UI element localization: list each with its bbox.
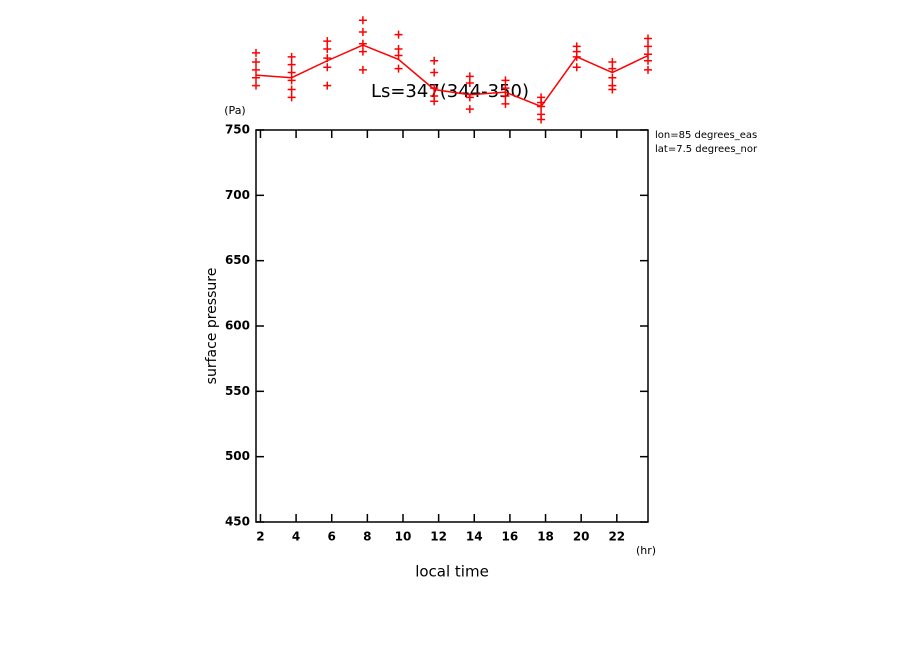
x-tick-label: 2 [256,530,264,544]
y-tick-label: 500 [225,449,250,463]
point [394,30,403,39]
point [252,48,260,57]
point [501,76,510,85]
point [644,56,652,65]
plot-frame [255,129,649,523]
x-tick-label: 20 [573,530,590,544]
annotation: lon=85 degrees_eas [655,130,757,141]
x-tick-label: 6 [328,530,336,544]
annotation: lat=7.5 degrees_nor [655,144,758,155]
point [644,42,652,51]
x-tick-label: 22 [608,530,625,544]
x-tick-label: 14 [466,530,483,544]
point [287,60,296,69]
point [287,93,296,102]
point [287,68,296,77]
y-tick-label: 700 [225,188,250,202]
point [608,85,617,94]
point [358,65,367,74]
point [358,47,367,56]
point [252,73,260,82]
point [252,65,260,74]
x-axis-label: local time [415,563,489,581]
y-axis-label: surface pressure [204,268,220,385]
x-tick-label: 8 [363,530,371,544]
x-tick-label: 4 [292,530,300,544]
point [501,92,510,101]
y-tick-label: 450 [225,515,250,529]
point [430,97,439,106]
point [501,84,510,93]
point [323,63,332,72]
x-tick-label: 18 [537,530,554,544]
point [358,28,367,36]
point [287,85,296,94]
y-tick-label: 550 [225,384,250,398]
point [644,34,652,43]
point [501,99,510,108]
y-tick-label: 600 [225,319,250,333]
point [323,44,332,53]
y-unit: (Pa) [224,104,245,117]
point [358,39,367,48]
point [465,105,474,114]
point [572,63,581,72]
line [255,44,649,108]
point [608,73,617,82]
point [537,115,546,124]
point [287,52,296,61]
point [465,78,474,87]
y-tick-label: 650 [225,253,250,267]
point [394,51,403,60]
x-tick-label: 10 [395,530,412,544]
point [430,68,439,77]
point [394,64,403,73]
point [430,56,439,65]
x-tick-label: 12 [430,530,447,544]
point [252,58,260,67]
y-tick-label: 750 [225,123,250,137]
point [252,81,260,90]
x-unit: (hr) [636,544,656,557]
point [358,16,367,25]
point [644,65,652,74]
point [323,37,332,46]
point [323,81,332,90]
point [608,64,617,73]
x-tick-label: 16 [502,530,519,544]
